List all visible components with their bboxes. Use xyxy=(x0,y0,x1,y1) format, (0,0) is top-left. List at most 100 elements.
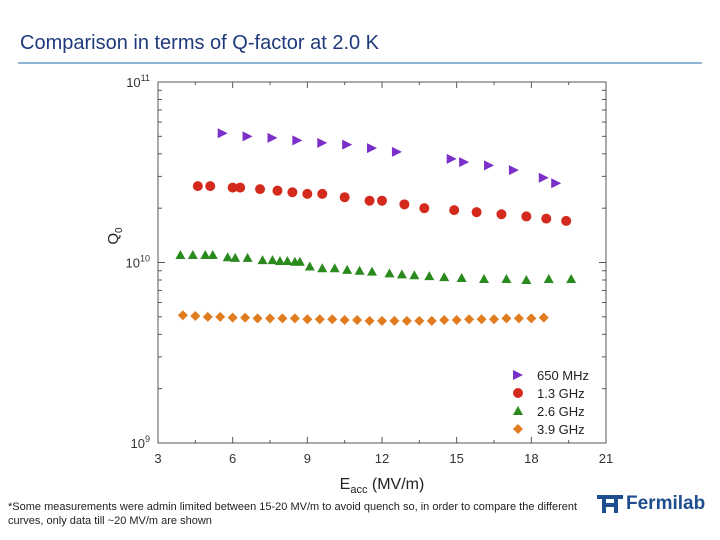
data-point xyxy=(329,263,340,273)
x-tick-label: 18 xyxy=(524,451,538,466)
data-point xyxy=(339,192,350,203)
data-point xyxy=(289,313,300,324)
data-point xyxy=(235,182,246,193)
data-point xyxy=(561,215,572,226)
data-points xyxy=(175,128,577,326)
data-point xyxy=(479,274,490,284)
data-point xyxy=(384,268,395,278)
data-point xyxy=(419,203,430,214)
data-point xyxy=(476,314,487,325)
data-point xyxy=(367,143,378,154)
data-point xyxy=(446,153,457,164)
x-axis-label-main: E xyxy=(340,476,351,493)
data-point xyxy=(317,137,328,148)
data-point xyxy=(414,315,425,326)
data-point xyxy=(391,146,402,157)
data-point xyxy=(227,182,238,193)
data-point xyxy=(274,255,285,265)
data-point xyxy=(426,315,437,326)
data-point xyxy=(317,188,328,199)
data-point xyxy=(277,313,288,324)
data-point xyxy=(449,205,460,216)
data-point xyxy=(265,313,275,324)
data-point xyxy=(207,250,218,260)
data-point xyxy=(327,314,338,325)
data-point xyxy=(464,314,475,325)
legend-marker xyxy=(513,424,523,434)
x-tick-label: 12 xyxy=(375,451,389,466)
data-point xyxy=(175,250,186,260)
x-axis-label-unit: (MV/m) xyxy=(367,476,424,493)
fermilab-logo-icon xyxy=(597,495,623,513)
data-point xyxy=(521,274,532,284)
data-point xyxy=(177,310,188,321)
legend-label: 1.3 GHz xyxy=(537,386,585,401)
data-point xyxy=(187,250,198,260)
legend-label: 3.9 GHz xyxy=(537,422,585,437)
y-tick-label: 1011 xyxy=(126,73,150,90)
data-point xyxy=(342,139,353,150)
data-point xyxy=(456,273,467,283)
data-point xyxy=(192,181,203,192)
data-point xyxy=(242,252,253,262)
data-point xyxy=(287,187,298,198)
fermilab-logo: Fermilab xyxy=(597,492,705,516)
data-point xyxy=(367,266,378,276)
legend-marker xyxy=(513,406,523,415)
data-point xyxy=(352,315,363,326)
data-point xyxy=(389,315,400,326)
slide-title: Comparison in terms of Q-factor at 2.0 K xyxy=(20,32,380,54)
data-point xyxy=(541,213,552,224)
data-point xyxy=(521,211,532,222)
data-point xyxy=(282,255,293,265)
data-point xyxy=(551,178,562,189)
data-point xyxy=(377,195,387,206)
y-tick-label-exp: 10 xyxy=(140,254,150,264)
data-point xyxy=(202,311,213,322)
legend-label: 650 MHz xyxy=(537,368,589,383)
x-tick-label: 3 xyxy=(154,451,161,466)
data-point xyxy=(489,314,499,325)
data-point xyxy=(222,252,233,262)
data-point xyxy=(272,185,283,196)
data-point xyxy=(304,261,315,271)
data-point xyxy=(439,315,450,326)
x-tick-label: 9 xyxy=(304,451,311,466)
data-point xyxy=(377,315,387,326)
x-axis-label-sub: acc xyxy=(350,484,368,496)
data-point xyxy=(255,184,266,195)
data-point xyxy=(508,165,519,176)
data-point xyxy=(364,315,375,326)
data-point xyxy=(451,315,462,326)
x-tick-label: 21 xyxy=(599,451,613,466)
x-tick-label: 15 xyxy=(449,451,463,466)
y-axis-label-main: Q xyxy=(105,233,122,245)
y-tick-label-exp: 9 xyxy=(145,434,150,444)
data-point xyxy=(538,172,549,183)
data-point xyxy=(439,272,450,282)
data-point xyxy=(354,265,365,275)
data-point xyxy=(205,181,216,192)
data-point xyxy=(484,160,495,171)
y-axis-label-sub: 0 xyxy=(114,227,125,233)
logo-text: Fermilab xyxy=(626,493,706,514)
data-point xyxy=(424,271,435,281)
data-point xyxy=(292,135,303,146)
data-point xyxy=(501,313,512,324)
y-tick-label: 109 xyxy=(131,434,150,451)
data-point xyxy=(302,188,313,199)
data-point xyxy=(215,311,226,322)
data-point xyxy=(459,157,470,168)
data-point xyxy=(252,313,263,324)
y-tick-label-base: 10 xyxy=(126,256,140,271)
data-point xyxy=(496,209,507,220)
data-point xyxy=(396,269,407,279)
y-axis-label: Q0 xyxy=(105,227,125,245)
data-point xyxy=(401,315,412,326)
data-point xyxy=(200,250,211,260)
data-point xyxy=(538,312,549,323)
title-divider xyxy=(18,62,702,64)
data-point xyxy=(314,314,325,325)
